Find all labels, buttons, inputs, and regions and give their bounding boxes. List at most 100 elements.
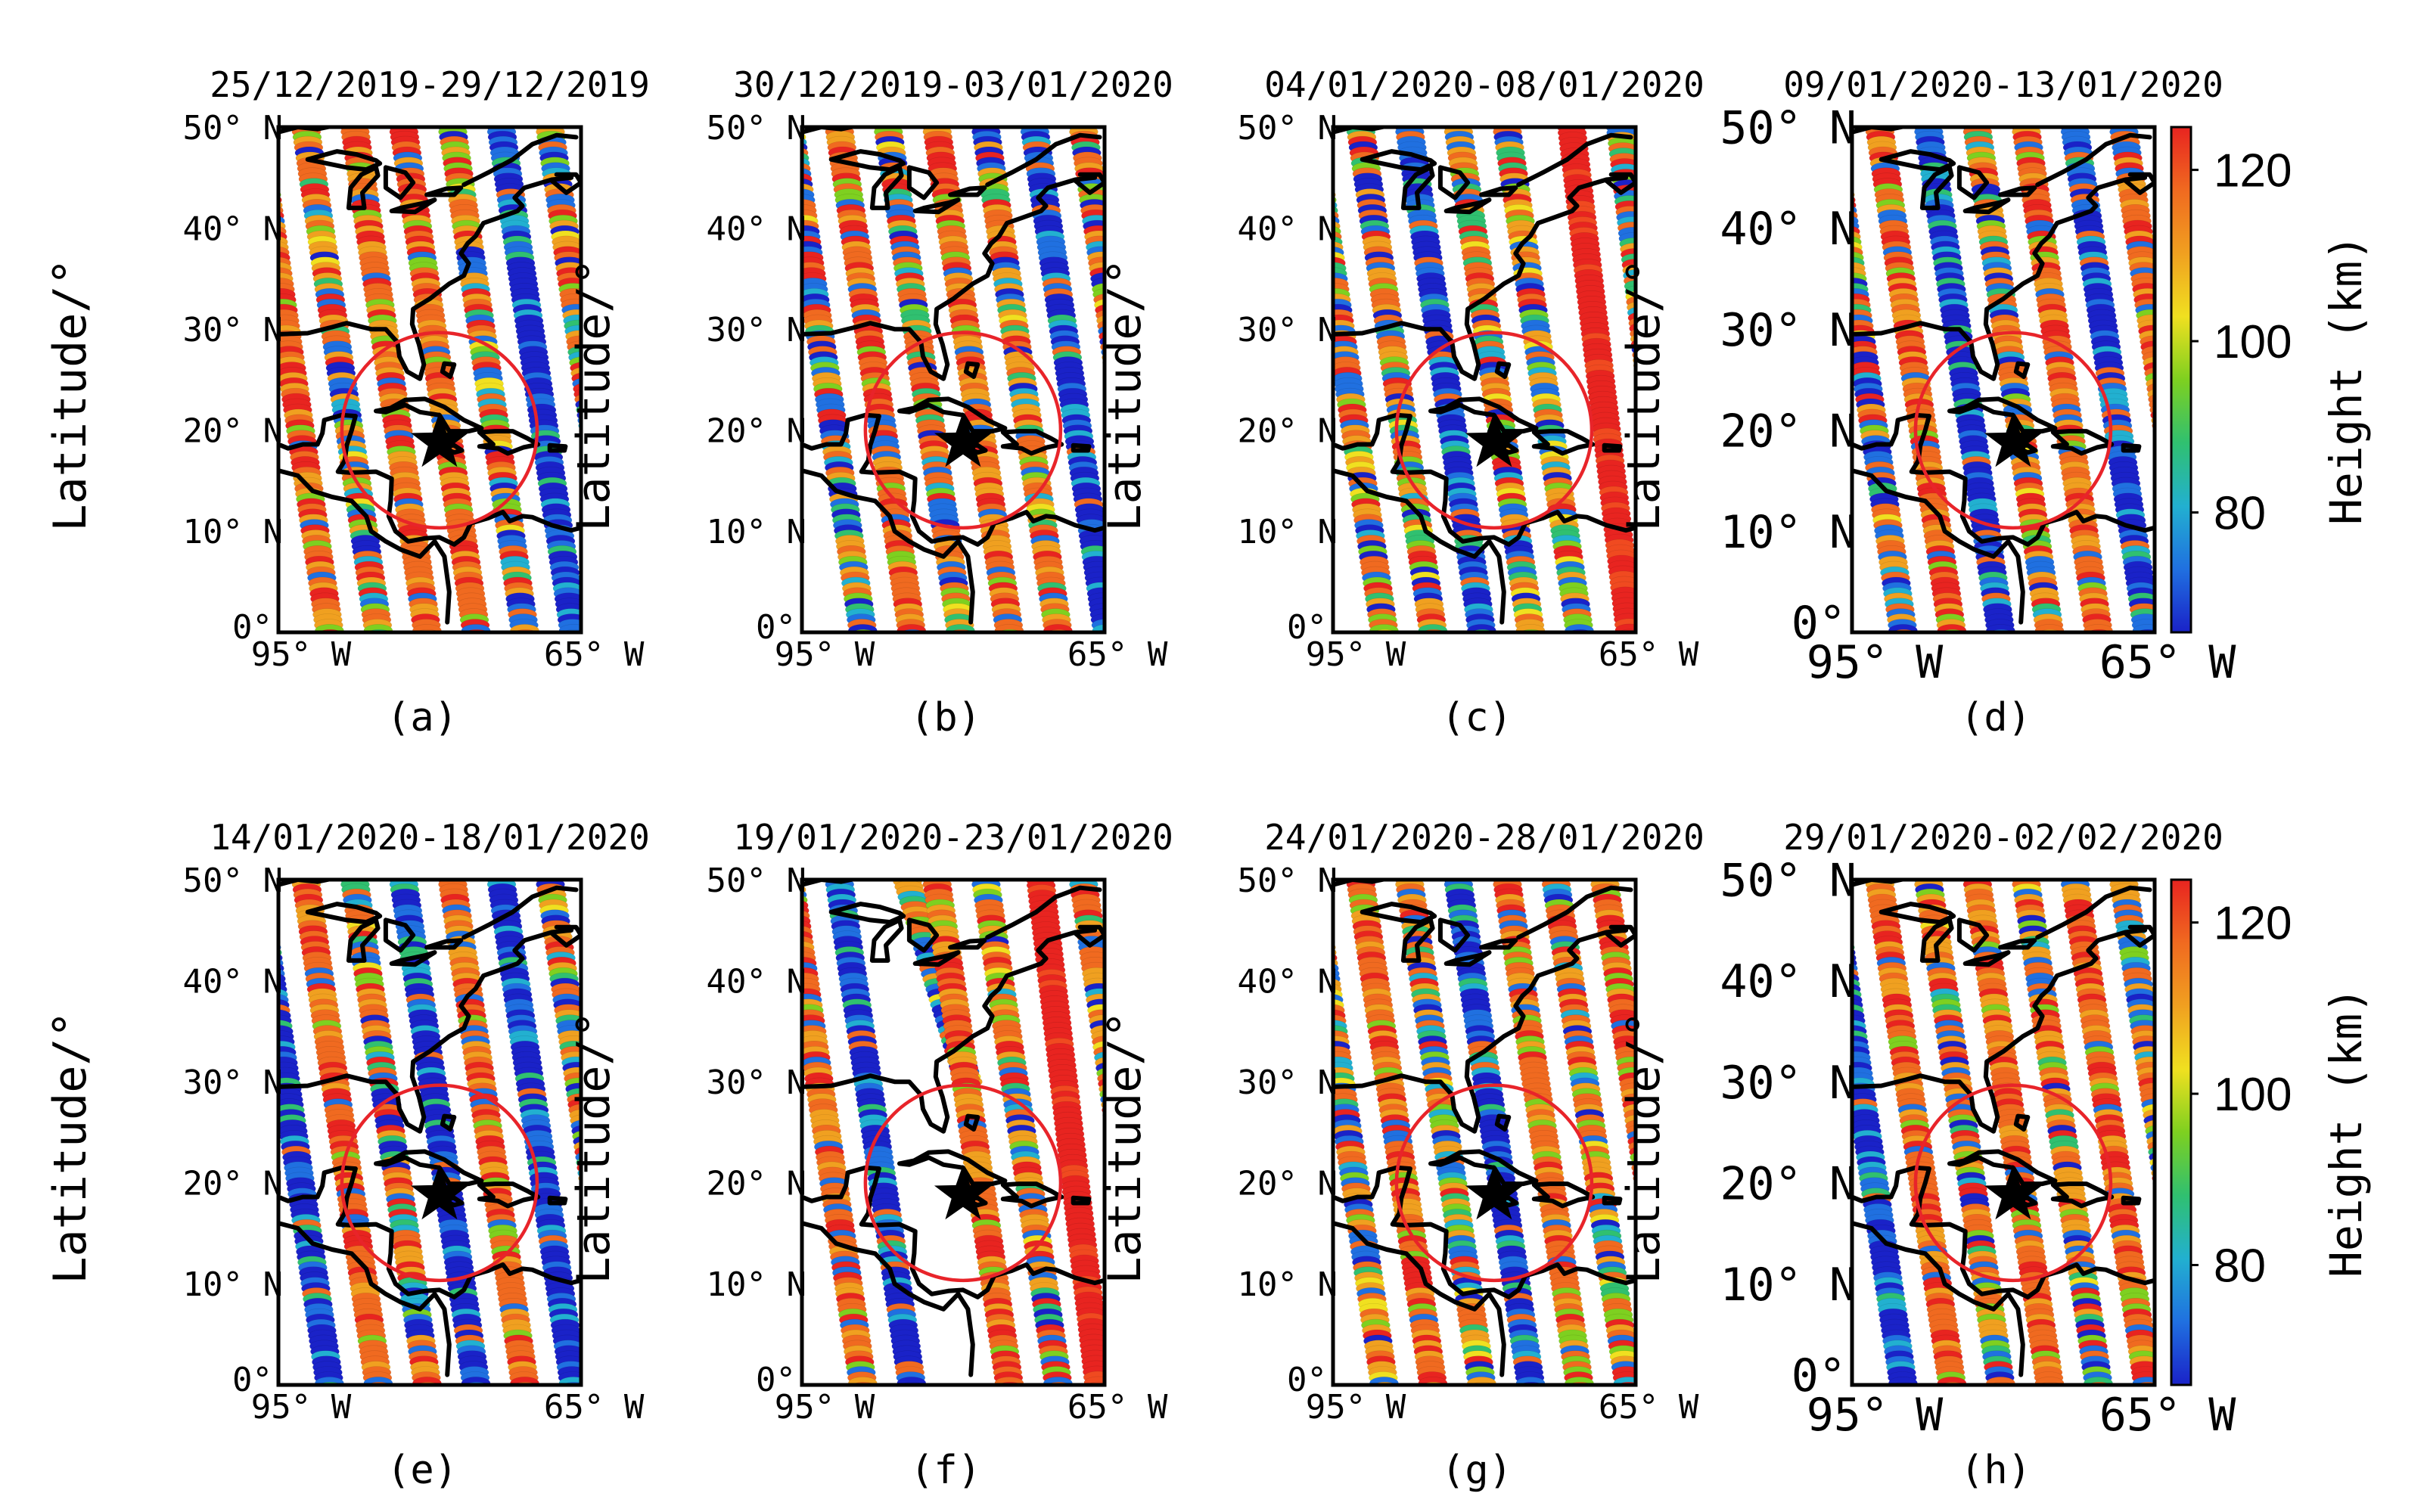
track-point <box>968 105 997 117</box>
track-point <box>903 661 931 673</box>
track-point <box>1863 110 1892 122</box>
track-point <box>954 5 983 17</box>
track-point <box>999 656 1028 668</box>
track-point <box>474 784 502 796</box>
track-point <box>1900 26 1928 38</box>
track-point <box>901 650 930 663</box>
track-point <box>2046 26 2075 38</box>
track-point <box>760 768 789 781</box>
track-point <box>1596 37 1625 49</box>
track-point <box>949 645 977 657</box>
track-point <box>281 52 310 64</box>
track-point <box>1656 555 1685 567</box>
track-point <box>604 1351 633 1363</box>
track-point <box>813 42 842 54</box>
track-point <box>374 773 403 785</box>
track-point <box>1660 587 1689 599</box>
track-point <box>1425 672 1454 684</box>
track-point <box>436 105 465 117</box>
track-point <box>911 42 940 54</box>
track-point <box>1945 0 1974 12</box>
track-point <box>1961 110 1990 122</box>
track-point <box>1431 31 1459 43</box>
track-point <box>1545 16 1574 28</box>
track-point <box>906 5 934 17</box>
track-point <box>808 5 837 17</box>
track-point <box>365 1387 394 1399</box>
track-point <box>2050 52 2079 64</box>
track-point <box>1900 31 1929 43</box>
track-point <box>1988 640 2017 652</box>
track-point <box>1478 16 1506 28</box>
track-point <box>764 794 793 806</box>
track-point <box>1433 47 1462 59</box>
track-point <box>822 105 851 117</box>
y-tick-label: 40° N <box>183 210 283 248</box>
track-point <box>1280 5 1309 17</box>
track-point <box>1851 26 1880 38</box>
track-point <box>1344 105 1372 117</box>
track-point <box>1393 110 1422 122</box>
track-point <box>760 11 788 23</box>
track-point <box>325 773 354 785</box>
track-point <box>322 0 351 12</box>
track-point <box>1473 661 1502 673</box>
track-point <box>1999 31 2028 43</box>
track-point <box>225 5 254 17</box>
x-tick-label: 95° W <box>775 635 875 674</box>
track-point <box>468 666 496 678</box>
y-tick-label: 50° N <box>183 109 283 147</box>
track-point <box>524 794 553 806</box>
track-point <box>1018 110 1047 122</box>
y-tick-label: 40° N <box>183 962 283 1001</box>
track-point <box>368 1408 397 1420</box>
track-point <box>1572 672 1601 684</box>
track-point <box>1997 20 2026 33</box>
track-point <box>1305 179 1334 191</box>
track-point <box>1481 42 1510 54</box>
track-point <box>323 5 352 17</box>
track-point <box>1335 42 1363 54</box>
track-point <box>1301 147 1329 159</box>
track-point <box>997 640 1026 652</box>
track-point <box>322 677 351 689</box>
track-point <box>2096 26 2124 38</box>
track-point <box>1804 42 1833 54</box>
track-point <box>372 758 401 770</box>
track-point <box>368 656 397 668</box>
track-point <box>378 799 407 812</box>
track-point <box>2040 661 2069 673</box>
track-point <box>525 47 554 59</box>
track-point <box>1066 105 1095 117</box>
track-point <box>1654 534 1683 546</box>
track-point <box>1010 52 1039 64</box>
track-point <box>376 784 405 796</box>
track-point <box>1657 560 1686 573</box>
track-point <box>2037 640 2066 652</box>
track-point <box>324 11 353 23</box>
track-point <box>374 16 402 28</box>
track-point <box>522 778 551 790</box>
track-point <box>1943 661 1972 673</box>
track-point <box>1823 168 1851 180</box>
track-point <box>956 16 984 28</box>
track-point <box>1803 31 1832 43</box>
track-point <box>370 1419 399 1431</box>
track-point <box>1285 36 1313 48</box>
track-point <box>1544 11 1573 23</box>
track-point <box>250 931 279 943</box>
track-point <box>1130 545 1158 557</box>
track-point <box>2098 42 2127 54</box>
track-point <box>371 677 400 689</box>
track-point <box>1002 0 1031 12</box>
track-point <box>247 157 276 169</box>
track-point <box>1479 26 1508 38</box>
track-point <box>326 26 355 38</box>
y-tick-label: 20° N <box>183 1165 283 1203</box>
track-point <box>1051 677 1080 689</box>
track-point <box>758 753 787 765</box>
track-point <box>290 110 319 122</box>
track-point <box>281 799 309 812</box>
track-point <box>330 805 359 817</box>
